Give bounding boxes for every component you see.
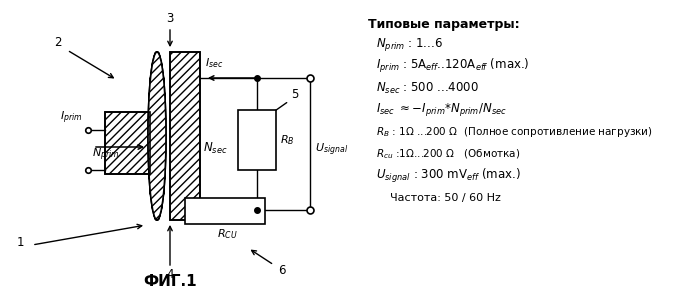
Text: $N_{prim}$ : 1...6: $N_{prim}$ : 1...6	[376, 36, 443, 53]
Ellipse shape	[148, 52, 166, 220]
Text: $R_{cu}$ :1Ω...200 Ω   (Обмотка): $R_{cu}$ :1Ω...200 Ω (Обмотка)	[376, 147, 520, 161]
Bar	[238, 110, 276, 170]
Text: $R_B$ : 1Ω ...200 Ω  (Полное сопротивление нагрузки): $R_B$ : 1Ω ...200 Ω (Полное сопротивлени…	[376, 125, 653, 139]
Text: $N_{prim}$: $N_{prim}$	[92, 147, 119, 163]
Text: $I_{sec}$ $\approx$−$I_{prim}$*$N_{prim}$/$N_{sec}$: $I_{sec}$ $\approx$−$I_{prim}$*$N_{prim}…	[376, 101, 507, 118]
Text: ФИГ.1: ФИГ.1	[143, 275, 197, 290]
Text: $U_{signal}$ : 300 mV$_{eff}$ (max.): $U_{signal}$ : 300 mV$_{eff}$ (max.)	[376, 167, 521, 185]
Text: $R_B$: $R_B$	[280, 133, 295, 147]
Text: 6: 6	[279, 263, 285, 276]
Ellipse shape	[148, 52, 166, 220]
Bar	[105, 112, 150, 174]
Text: Частота: 50 / 60 Hz: Частота: 50 / 60 Hz	[376, 193, 501, 203]
Bar	[105, 112, 150, 174]
Text: $R_{CU}$: $R_{CU}$	[217, 227, 238, 241]
Text: $I_{prim}$ : 5A$_{eff}$..120A$_{eff}$ (max.): $I_{prim}$ : 5A$_{eff}$..120A$_{eff}$ (m…	[376, 57, 530, 75]
Bar	[185, 198, 265, 224]
Text: 4: 4	[166, 268, 174, 281]
Text: Типовые параметры:: Типовые параметры:	[368, 18, 519, 31]
Bar	[170, 52, 200, 220]
Text: $I_{sec}$: $I_{sec}$	[205, 56, 223, 70]
Text: 5: 5	[291, 88, 299, 101]
Text: $I_{prim}$: $I_{prim}$	[60, 110, 82, 126]
Text: 1: 1	[16, 235, 24, 248]
Text: 2: 2	[54, 36, 61, 49]
Text: 3: 3	[166, 11, 174, 24]
Bar	[170, 52, 200, 220]
Text: $U_{signal}$: $U_{signal}$	[315, 142, 348, 158]
Text: $N_{sec}$: $N_{sec}$	[203, 141, 228, 156]
Ellipse shape	[148, 52, 166, 220]
Text: $N_{sec}$ : 500 ...4000: $N_{sec}$ : 500 ...4000	[376, 81, 479, 96]
